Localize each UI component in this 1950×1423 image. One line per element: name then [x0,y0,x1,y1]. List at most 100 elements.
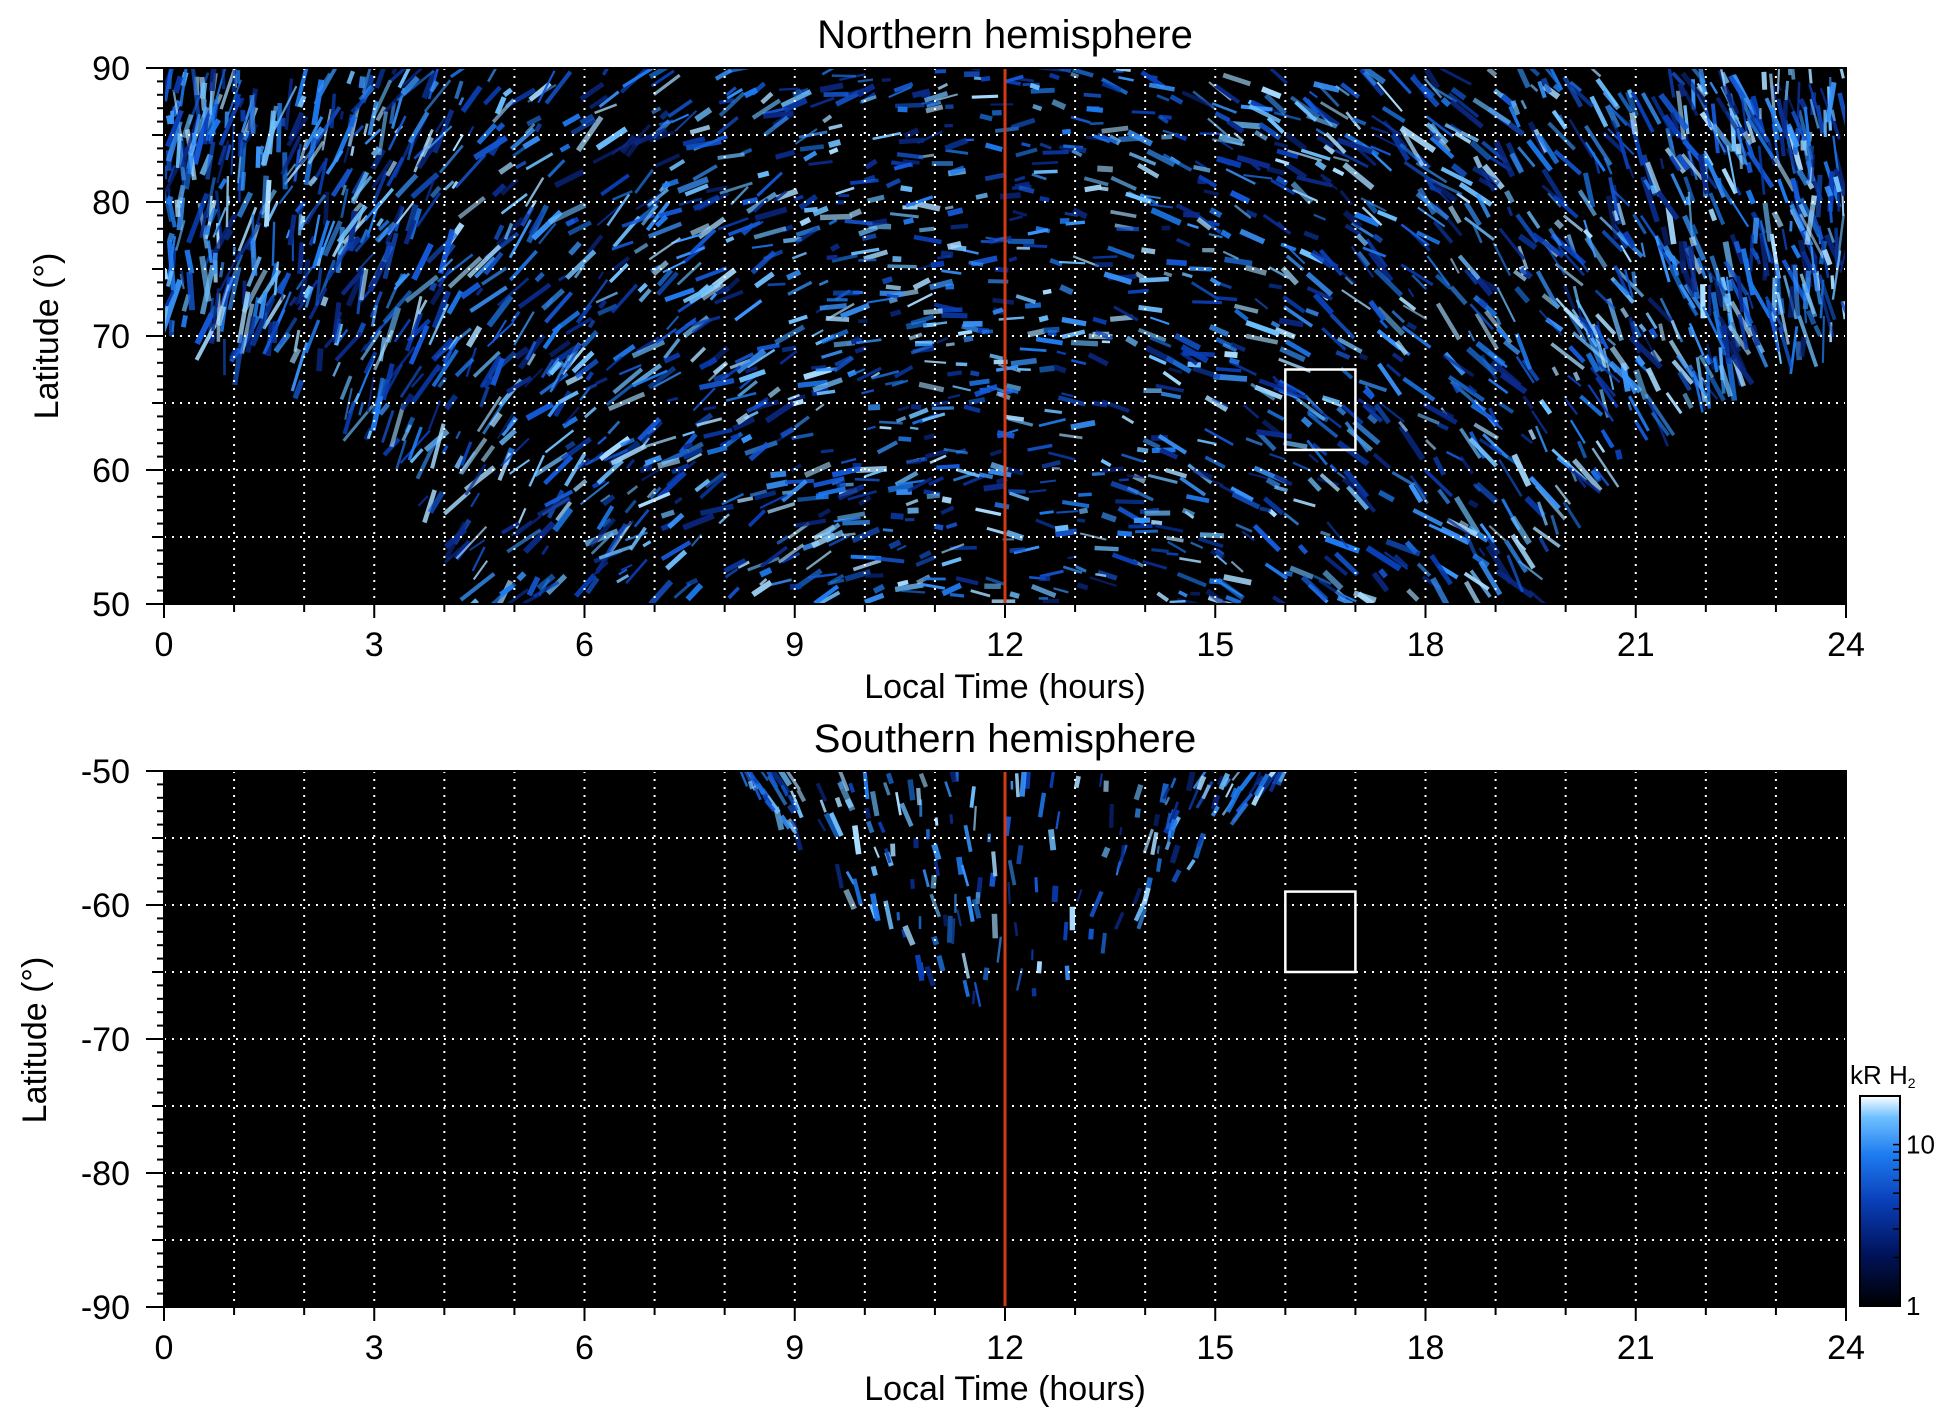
emission-streak [360,343,367,353]
emission-streak [1273,485,1288,493]
emission-streak [1322,569,1344,591]
emission-streak [1776,291,1790,345]
emission-streak [1657,244,1673,269]
emission-streak [752,220,764,229]
emission-streak [654,214,669,228]
emission-streak [1623,268,1634,299]
emission-streak [759,567,773,578]
emission-streak [385,273,404,309]
emission-streak [858,258,877,262]
emission-streak [781,552,801,564]
emission-streak [1244,264,1268,276]
emission-streak [1495,316,1502,326]
emission-streak [1568,345,1586,364]
emission-streak [931,406,954,411]
emission-streak [1453,495,1481,535]
emission-streak [747,780,755,790]
emission-streak [1013,922,1019,937]
emission-streak [1790,110,1808,142]
emission-streak [823,812,840,839]
emission-streak [734,352,754,364]
emission-streak [762,106,788,116]
emission-streak [1398,424,1426,461]
emission-streak [1118,76,1134,82]
emission-streak [660,540,692,561]
emission-streak [1203,189,1219,197]
emission-streak [1241,530,1255,542]
emission-streak [493,224,505,241]
emission-streak [1141,247,1156,255]
emission-streak [443,543,466,564]
emission-streak [1118,134,1145,143]
emission-streak [718,91,746,118]
emission-streak [199,82,208,100]
emission-streak [622,68,654,88]
emission-streak [389,102,397,125]
emission-streak [316,72,331,93]
emission-streak [1784,80,1790,101]
emission-streak [1406,588,1420,602]
emission-streak [933,302,961,313]
emission-streak [1318,579,1351,602]
emission-streak [1440,409,1455,419]
emission-streak [968,260,984,267]
emission-streak [459,281,481,300]
emission-streak [1658,92,1690,131]
emission-streak [1197,438,1217,446]
emission-streak [232,246,236,256]
emission-streak [358,401,365,416]
emission-streak [549,355,571,393]
emission-streak [919,226,935,233]
emission-streak [1541,184,1556,198]
emission-streak [1568,118,1594,158]
emission-streak [1390,133,1411,162]
emission-streak [941,556,962,567]
emission-streak [255,206,264,225]
emission-streak [568,241,582,256]
emission-streak [949,814,954,824]
emission-streak [1471,165,1500,186]
emission-streak [850,338,860,345]
emission-streak [1762,202,1773,242]
emission-streak [949,165,966,176]
emission-streak [1062,565,1083,574]
emission-streak [812,205,829,217]
emission-streak [637,491,671,509]
emission-streak [525,152,554,171]
colorbar-tick-label: 1 [1906,1291,1920,1321]
emission-streak [677,176,709,194]
emission-streak [487,68,498,83]
emission-streak [910,314,935,326]
emission-streak [469,285,508,313]
emission-streak [1629,112,1639,135]
emission-streak [678,197,703,206]
emission-streak [1658,323,1666,341]
emission-streak [1370,126,1389,135]
emission-streak [598,299,608,310]
emission-streak [1293,498,1316,508]
emission-streak [1266,409,1285,421]
emission-streak [1474,481,1499,505]
emission-streak [1535,270,1560,309]
emission-streak [544,70,573,105]
emission-streak [374,68,387,89]
emission-streak [1584,124,1613,166]
emission-streak [1099,773,1103,787]
emission-streak [1821,248,1833,266]
emission-streak [1720,276,1728,292]
emission-streak [856,366,882,382]
emission-streak [1341,404,1364,425]
emission-streak [856,83,876,98]
south-y-axis-label: Latitude (°) [16,957,54,1124]
emission-streak [606,193,631,227]
emission-streak [1603,157,1613,175]
emission-streak [1223,574,1252,586]
emission-streak [930,875,937,889]
emission-streak [940,505,955,516]
emission-streak [1821,315,1825,363]
emission-streak [208,212,238,262]
emission-streak [1456,192,1471,204]
emission-streak [588,94,609,110]
emission-streak [777,771,793,787]
emission-streak [339,111,344,120]
